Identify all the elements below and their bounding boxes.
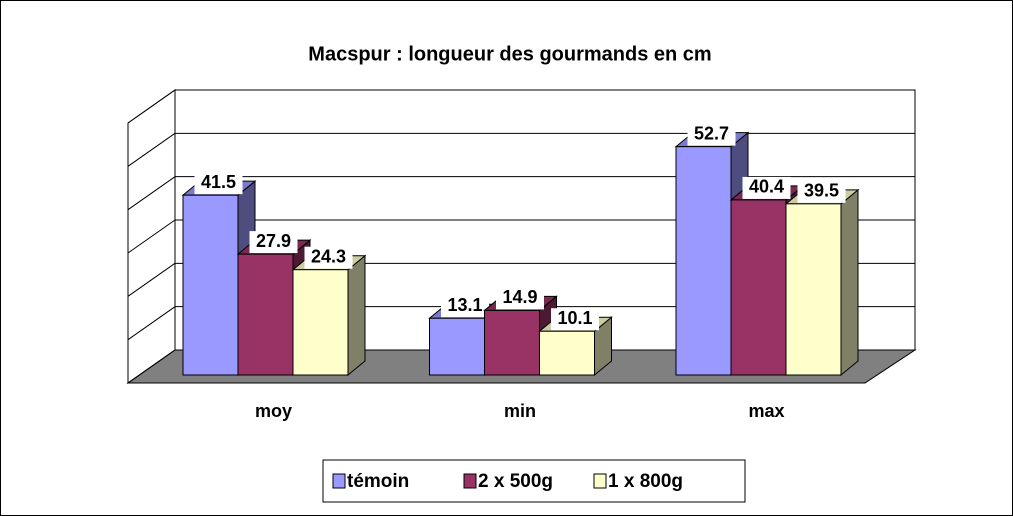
legend-swatch	[593, 473, 607, 489]
value-label-bg	[441, 295, 489, 318]
x-tick-label: moy	[255, 401, 292, 421]
bar-side	[347, 254, 366, 377]
legend-label: témoin	[347, 471, 409, 492]
legend-label: 1 x 800g	[608, 471, 683, 492]
legend-swatch	[463, 473, 477, 489]
grid-line	[127, 262, 176, 297]
grid-line	[127, 349, 176, 384]
bar	[237, 253, 294, 376]
value-label-bg	[687, 123, 736, 146]
bar	[182, 194, 239, 376]
value-label: 10.1	[557, 308, 592, 328]
bar	[484, 309, 540, 376]
value-label: 27.9	[256, 231, 291, 251]
grid-line	[127, 89, 176, 124]
grid-line	[127, 219, 176, 254]
grid-line	[127, 306, 176, 341]
value-label: 13.1	[447, 295, 482, 315]
value-label: 41.5	[201, 172, 236, 192]
value-label: 39.5	[804, 181, 839, 201]
value-label: 14.9	[502, 287, 537, 307]
value-label: 24.3	[311, 246, 346, 266]
value-label-bg	[797, 180, 846, 203]
value-label-bg	[496, 287, 544, 310]
x-tick-label: min	[504, 401, 536, 421]
value-label-bg	[194, 172, 243, 195]
bar	[292, 269, 349, 376]
value-label: 52.7	[694, 123, 729, 143]
value-label-bg	[249, 231, 298, 254]
value-label-bg	[742, 176, 791, 199]
bar	[429, 317, 485, 376]
bar	[730, 199, 787, 376]
grid-line	[127, 176, 176, 211]
legend-swatch	[332, 473, 346, 489]
value-label: 40.4	[749, 177, 784, 197]
x-tick-label: max	[748, 401, 784, 421]
bar	[539, 330, 595, 376]
legend	[322, 459, 746, 503]
bar-side	[840, 188, 859, 377]
value-label-bg	[551, 308, 599, 331]
bar	[675, 146, 732, 376]
legend-label: 2 x 500g	[478, 471, 553, 492]
grid-line	[127, 132, 176, 167]
bar	[785, 203, 842, 376]
value-label-bg	[304, 246, 353, 269]
chart-title: Macspur : longueur des gourmands en cm	[308, 43, 711, 65]
